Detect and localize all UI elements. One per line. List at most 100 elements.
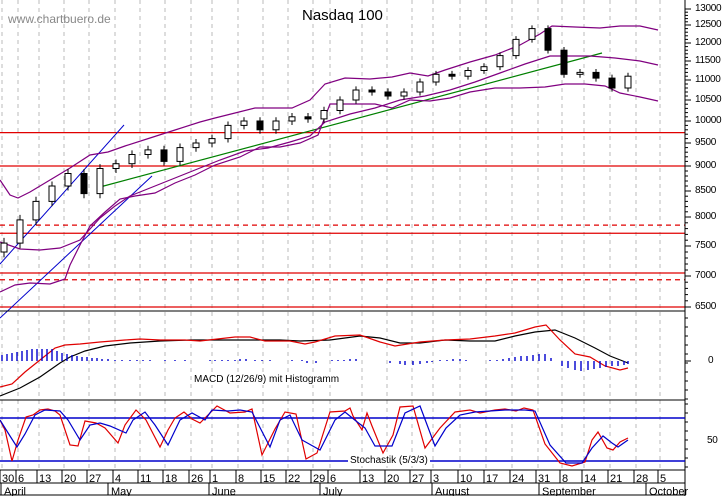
candle-body [96, 168, 104, 195]
x-axis-day-label: 11 [140, 473, 152, 485]
x-axis-day-label: 15 [263, 473, 276, 485]
candle-body [112, 163, 120, 169]
macd-signal-line [0, 324, 629, 388]
candle-body [272, 120, 280, 131]
x-axis-month-label: August [435, 486, 470, 496]
x-axis-day-label: 24 [512, 473, 525, 485]
candle-body [528, 28, 536, 40]
x-axis-day-label: 5 [660, 473, 667, 485]
candle-body [64, 173, 72, 187]
x-axis-day-label: 1 [212, 473, 219, 485]
x-axis-month-label: June [212, 486, 236, 496]
x-axis-day-label: 13 [39, 473, 52, 485]
x-axis-day-label: 30 [2, 473, 15, 485]
candle-body [448, 73, 456, 77]
candle-body [496, 55, 504, 68]
y-axis-label: 9000 [695, 160, 717, 171]
candle-body [32, 200, 40, 221]
candle-body [160, 149, 168, 162]
candle-body [80, 173, 88, 195]
stochastic-label: Stochastik (5/3/3) [348, 455, 430, 466]
uptrend-line [99, 52, 603, 188]
x-axis-day-label: 29 [313, 473, 326, 485]
candle-body [368, 89, 376, 93]
chart-title: Nasdaq 100 [302, 7, 383, 24]
x-axis-month-label: July [323, 486, 343, 496]
candle-body [304, 116, 312, 120]
y-axis-label: 11500 [695, 55, 721, 66]
x-axis-day-label: 28 [636, 473, 649, 485]
candle-body [464, 70, 472, 77]
y-axis-label: 11000 [695, 74, 721, 85]
candle-body [320, 110, 328, 120]
x-axis-day-label: 14 [584, 473, 597, 485]
candle-body [624, 75, 632, 89]
candle-body [16, 219, 24, 244]
bollinger-upper-band [0, 25, 659, 199]
y-axis-label: 7500 [695, 240, 717, 251]
y-axis-label: 12500 [695, 19, 722, 30]
candle-body [544, 28, 552, 51]
x-axis-day-label: 27 [412, 473, 425, 485]
macd-zero-label: 0 [708, 355, 714, 366]
x-axis-day-label: 17 [486, 473, 499, 485]
candle-body [48, 185, 56, 202]
x-axis-month-label: September [542, 486, 596, 496]
y-axis-label: 8000 [695, 211, 717, 222]
stochastic-mid-label: 50 [707, 435, 718, 446]
candle-body [560, 49, 568, 75]
x-axis-month-label: April [4, 486, 27, 496]
candle-body [576, 71, 584, 75]
x-axis-day-label: 31 [538, 473, 551, 485]
candle-body [336, 99, 344, 111]
x-axis-day-label: 22 [288, 473, 301, 485]
candle-body [352, 89, 360, 101]
x-axis-day-label: 8 [562, 473, 569, 485]
y-axis-label: 10500 [695, 94, 722, 105]
x-axis-day-label: 8 [238, 473, 245, 485]
x-axis-day-label: 6 [18, 473, 25, 485]
y-axis-label: 13000 [695, 3, 722, 14]
candle-body [512, 38, 520, 57]
x-axis-month-label: May [111, 486, 132, 496]
candle-body [592, 71, 600, 79]
y-axis-label: 12000 [695, 37, 722, 48]
x-axis-month-label: October [649, 486, 689, 496]
stochastic-k-line [0, 405, 629, 467]
x-axis-day-label: 6 [330, 473, 337, 485]
candle-body [144, 149, 152, 155]
macd-line [0, 329, 629, 397]
bollinger-middle-band [0, 55, 659, 251]
stochastic-d-line [0, 405, 629, 464]
candle-body [256, 120, 264, 131]
bollinger-lower-band [0, 83, 659, 293]
y-axis-label: 6500 [695, 301, 717, 312]
x-axis-day-label: 3 [433, 473, 440, 485]
x-axis-day-label: 4 [115, 473, 122, 485]
y-axis-label: 10000 [695, 115, 722, 126]
candle-body [400, 91, 408, 97]
x-axis-day-label: 27 [89, 473, 102, 485]
watermark: www.chartbuero.de [8, 12, 111, 26]
candle-body [192, 142, 200, 149]
candle-body [128, 154, 136, 165]
candle-body [240, 120, 248, 126]
x-axis-day-label: 20 [387, 473, 400, 485]
candle-body [608, 77, 616, 89]
y-axis-label: 8500 [695, 185, 717, 196]
candle-body [208, 138, 216, 144]
macd-label: MACD (12/26/9) mit Histogramm [192, 374, 342, 385]
x-axis-day-label: 20 [64, 473, 77, 485]
y-axis-label: 7000 [695, 270, 717, 281]
candle-body [384, 91, 392, 97]
x-axis-day-label: 13 [362, 473, 375, 485]
y-axis-label: 9500 [695, 137, 717, 148]
candle-body [432, 73, 440, 83]
candle-body [0, 242, 8, 253]
x-axis-day-label: 10 [460, 473, 473, 485]
candle-body [480, 66, 488, 71]
trend-channel-lower [0, 175, 153, 319]
candle-body [176, 147, 184, 162]
